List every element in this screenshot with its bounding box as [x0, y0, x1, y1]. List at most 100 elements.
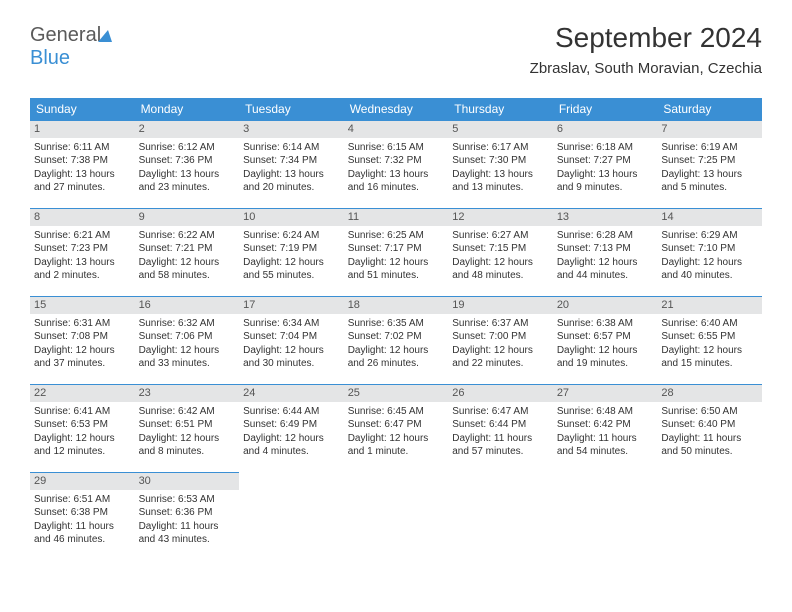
- sunrise-line: Sunrise: 6:38 AM: [557, 317, 654, 331]
- day-number: 29: [30, 473, 135, 490]
- weekday-saturday: Saturday: [657, 98, 762, 121]
- calendar-cell: 20 Sunrise: 6:38 AMSunset: 6:57 PMDayligh…: [553, 297, 658, 385]
- sunset-line: Sunset: 7:36 PM: [139, 154, 236, 168]
- calendar-cell: 14Sunrise: 6:29 AMSunset: 7:10 PMDayligh…: [657, 209, 762, 297]
- sunrise-line: Sunrise: 6:24 AM: [243, 229, 340, 243]
- sunset-line: Sunset: 7:32 PM: [348, 154, 445, 168]
- day-number: 9: [135, 209, 240, 226]
- day-number: 6: [553, 121, 658, 138]
- day-number: 16: [135, 297, 240, 314]
- calendar-cell: 18Sunrise: 6:35 AMSunset: 7:02 PMDayligh…: [344, 297, 449, 385]
- sunset-line: Sunset: 7:02 PM: [348, 330, 445, 344]
- calendar-cell: 6Sunrise: 6:18 AMSunset: 7:27 PMDaylight…: [553, 121, 658, 209]
- sunset-line: Sunset: 6:40 PM: [661, 418, 758, 432]
- sunset-line: Sunset: 6:51 PM: [139, 418, 236, 432]
- daylight-line: Daylight: 12 hours and 44 minutes.: [557, 256, 654, 283]
- daylight-line: Daylight: 13 hours and 5 minutes.: [661, 168, 758, 195]
- sunrise-line: Sunrise: 6:15 AM: [348, 141, 445, 155]
- sunrise-line: Sunrise: 6:21 AM: [34, 229, 131, 243]
- sunset-line: Sunset: 7:25 PM: [661, 154, 758, 168]
- sunrise-line: Sunrise: 6:42 AM: [139, 405, 236, 419]
- sunset-line: Sunset: 7:27 PM: [557, 154, 654, 168]
- calendar-cell: 12Sunrise: 6:27 AMSunset: 7:15 PMDayligh…: [448, 209, 553, 297]
- sunset-line: Sunset: 7:21 PM: [139, 242, 236, 256]
- sunset-line: Sunset: 7:06 PM: [139, 330, 236, 344]
- calendar-cell: .: [239, 473, 344, 561]
- sunset-line: Sunset: 7:38 PM: [34, 154, 131, 168]
- day-number: 23: [135, 385, 240, 402]
- daylight-line: Daylight: 13 hours and 13 minutes.: [452, 168, 549, 195]
- sunset-line: Sunset: 7:30 PM: [452, 154, 549, 168]
- day-number: 1: [30, 121, 135, 138]
- daylight-line: Daylight: 13 hours and 20 minutes.: [243, 168, 340, 195]
- weekday-thursday: Thursday: [448, 98, 553, 121]
- calendar-cell: 8Sunrise: 6:21 AMSunset: 7:23 PMDaylight…: [30, 209, 135, 297]
- page-title: September 2024: [530, 22, 762, 54]
- sunset-line: Sunset: 6:55 PM: [661, 330, 758, 344]
- sunrise-line: Sunrise: 6:14 AM: [243, 141, 340, 155]
- daylight-line: Daylight: 11 hours and 54 minutes.: [557, 432, 654, 459]
- calendar-cell: 13Sunrise: 6:28 AMSunset: 7:13 PMDayligh…: [553, 209, 658, 297]
- day-number: 10: [239, 209, 344, 226]
- daylight-line: Daylight: 12 hours and 19 minutes.: [557, 344, 654, 371]
- weekday-monday: Monday: [135, 98, 240, 121]
- day-number: 7: [657, 121, 762, 138]
- calendar-cell: 5Sunrise: 6:17 AMSunset: 7:30 PMDaylight…: [448, 121, 553, 209]
- sunrise-line: Sunrise: 6:34 AM: [243, 317, 340, 331]
- weekday-sunday: Sunday: [30, 98, 135, 121]
- sunset-line: Sunset: 6:44 PM: [452, 418, 549, 432]
- calendar-cell: 10 Sunrise: 6:24 AMSunset: 7:19 PMDayligh…: [239, 209, 344, 297]
- day-number: 20: [553, 297, 658, 314]
- sunset-line: Sunset: 7:19 PM: [243, 242, 340, 256]
- day-number: 18: [344, 297, 449, 314]
- sunrise-line: Sunrise: 6:47 AM: [452, 405, 549, 419]
- daylight-line: Daylight: 12 hours and 37 minutes.: [34, 344, 131, 371]
- daylight-line: Daylight: 11 hours and 57 minutes.: [452, 432, 549, 459]
- calendar-row: 1 Sunrise: 6:11 AMSunset: 7:38 PM Daylight…: [30, 121, 762, 209]
- calendar-table: Sunday Monday Tuesday Wednesday Thursday…: [30, 98, 762, 561]
- calendar-cell: .: [553, 473, 658, 561]
- day-number: 25: [344, 385, 449, 402]
- day-number: 4: [344, 121, 449, 138]
- day-number: 27: [553, 385, 658, 402]
- sunset-line: Sunset: 6:57 PM: [557, 330, 654, 344]
- sunrise-line: Sunrise: 6:32 AM: [139, 317, 236, 331]
- day-number: 11: [344, 209, 449, 226]
- day-number: 13: [553, 209, 658, 226]
- day-number: 22: [30, 385, 135, 402]
- daylight-line: Daylight: 12 hours and 26 minutes.: [348, 344, 445, 371]
- daylight-line: Daylight: 12 hours and 40 minutes.: [661, 256, 758, 283]
- sunrise-line: Sunrise: 6:19 AM: [661, 141, 758, 155]
- calendar-cell: 15Sunrise: 6:31 AMSunset: 7:08 PMDayligh…: [30, 297, 135, 385]
- calendar-cell: 9Sunrise: 6:22 AMSunset: 7:21 PMDaylight…: [135, 209, 240, 297]
- sunrise-line: Sunrise: 6:29 AM: [661, 229, 758, 243]
- logo-text-2: Blue: [30, 47, 70, 69]
- day-number: 17: [239, 297, 344, 314]
- daylight-line: Daylight: 12 hours and 48 minutes.: [452, 256, 549, 283]
- sunset-line: Sunset: 7:10 PM: [661, 242, 758, 256]
- sunrise-line: Sunrise: 6:11 AM: [34, 141, 131, 155]
- logo-triangle-icon: [98, 30, 112, 42]
- sunrise-line: Sunrise: 6:41 AM: [34, 405, 131, 419]
- calendar-cell: 17Sunrise: 6:34 AMSunset: 7:04 PMDayligh…: [239, 297, 344, 385]
- weekday-header-row: Sunday Monday Tuesday Wednesday Thursday…: [30, 98, 762, 121]
- calendar-cell: 7 Sunrise: 6:19 AMSunset: 7:25 PMDaylight…: [657, 121, 762, 209]
- daylight-line: Daylight: 12 hours and 55 minutes.: [243, 256, 340, 283]
- day-number: 28: [657, 385, 762, 402]
- daylight-line: Daylight: 11 hours and 46 minutes.: [34, 520, 131, 547]
- daylight-line: Daylight: 13 hours and 16 minutes.: [348, 168, 445, 195]
- sunset-line: Sunset: 6:47 PM: [348, 418, 445, 432]
- calendar-cell: 30Sunrise: 6:53 AMSunset: 6:36 PMDayligh…: [135, 473, 240, 561]
- calendar-row: 29Sunrise: 6:51 AMSunset: 6:38 PMDayligh…: [30, 473, 762, 561]
- sunset-line: Sunset: 6:42 PM: [557, 418, 654, 432]
- day-number: 12: [448, 209, 553, 226]
- daylight-line: Daylight: 12 hours and 51 minutes.: [348, 256, 445, 283]
- daylight-line: Daylight: 12 hours and 4 minutes.: [243, 432, 340, 459]
- calendar-cell: 26Sunrise: 6:47 AMSunset: 6:44 PMDayligh…: [448, 385, 553, 473]
- sunrise-line: Sunrise: 6:31 AM: [34, 317, 131, 331]
- daylight-line: Daylight: 12 hours and 30 minutes.: [243, 344, 340, 371]
- calendar-cell: .: [448, 473, 553, 561]
- daylight-line: Daylight: 13 hours and 9 minutes.: [557, 168, 654, 195]
- weekday-friday: Friday: [553, 98, 658, 121]
- sunrise-line: Sunrise: 6:48 AM: [557, 405, 654, 419]
